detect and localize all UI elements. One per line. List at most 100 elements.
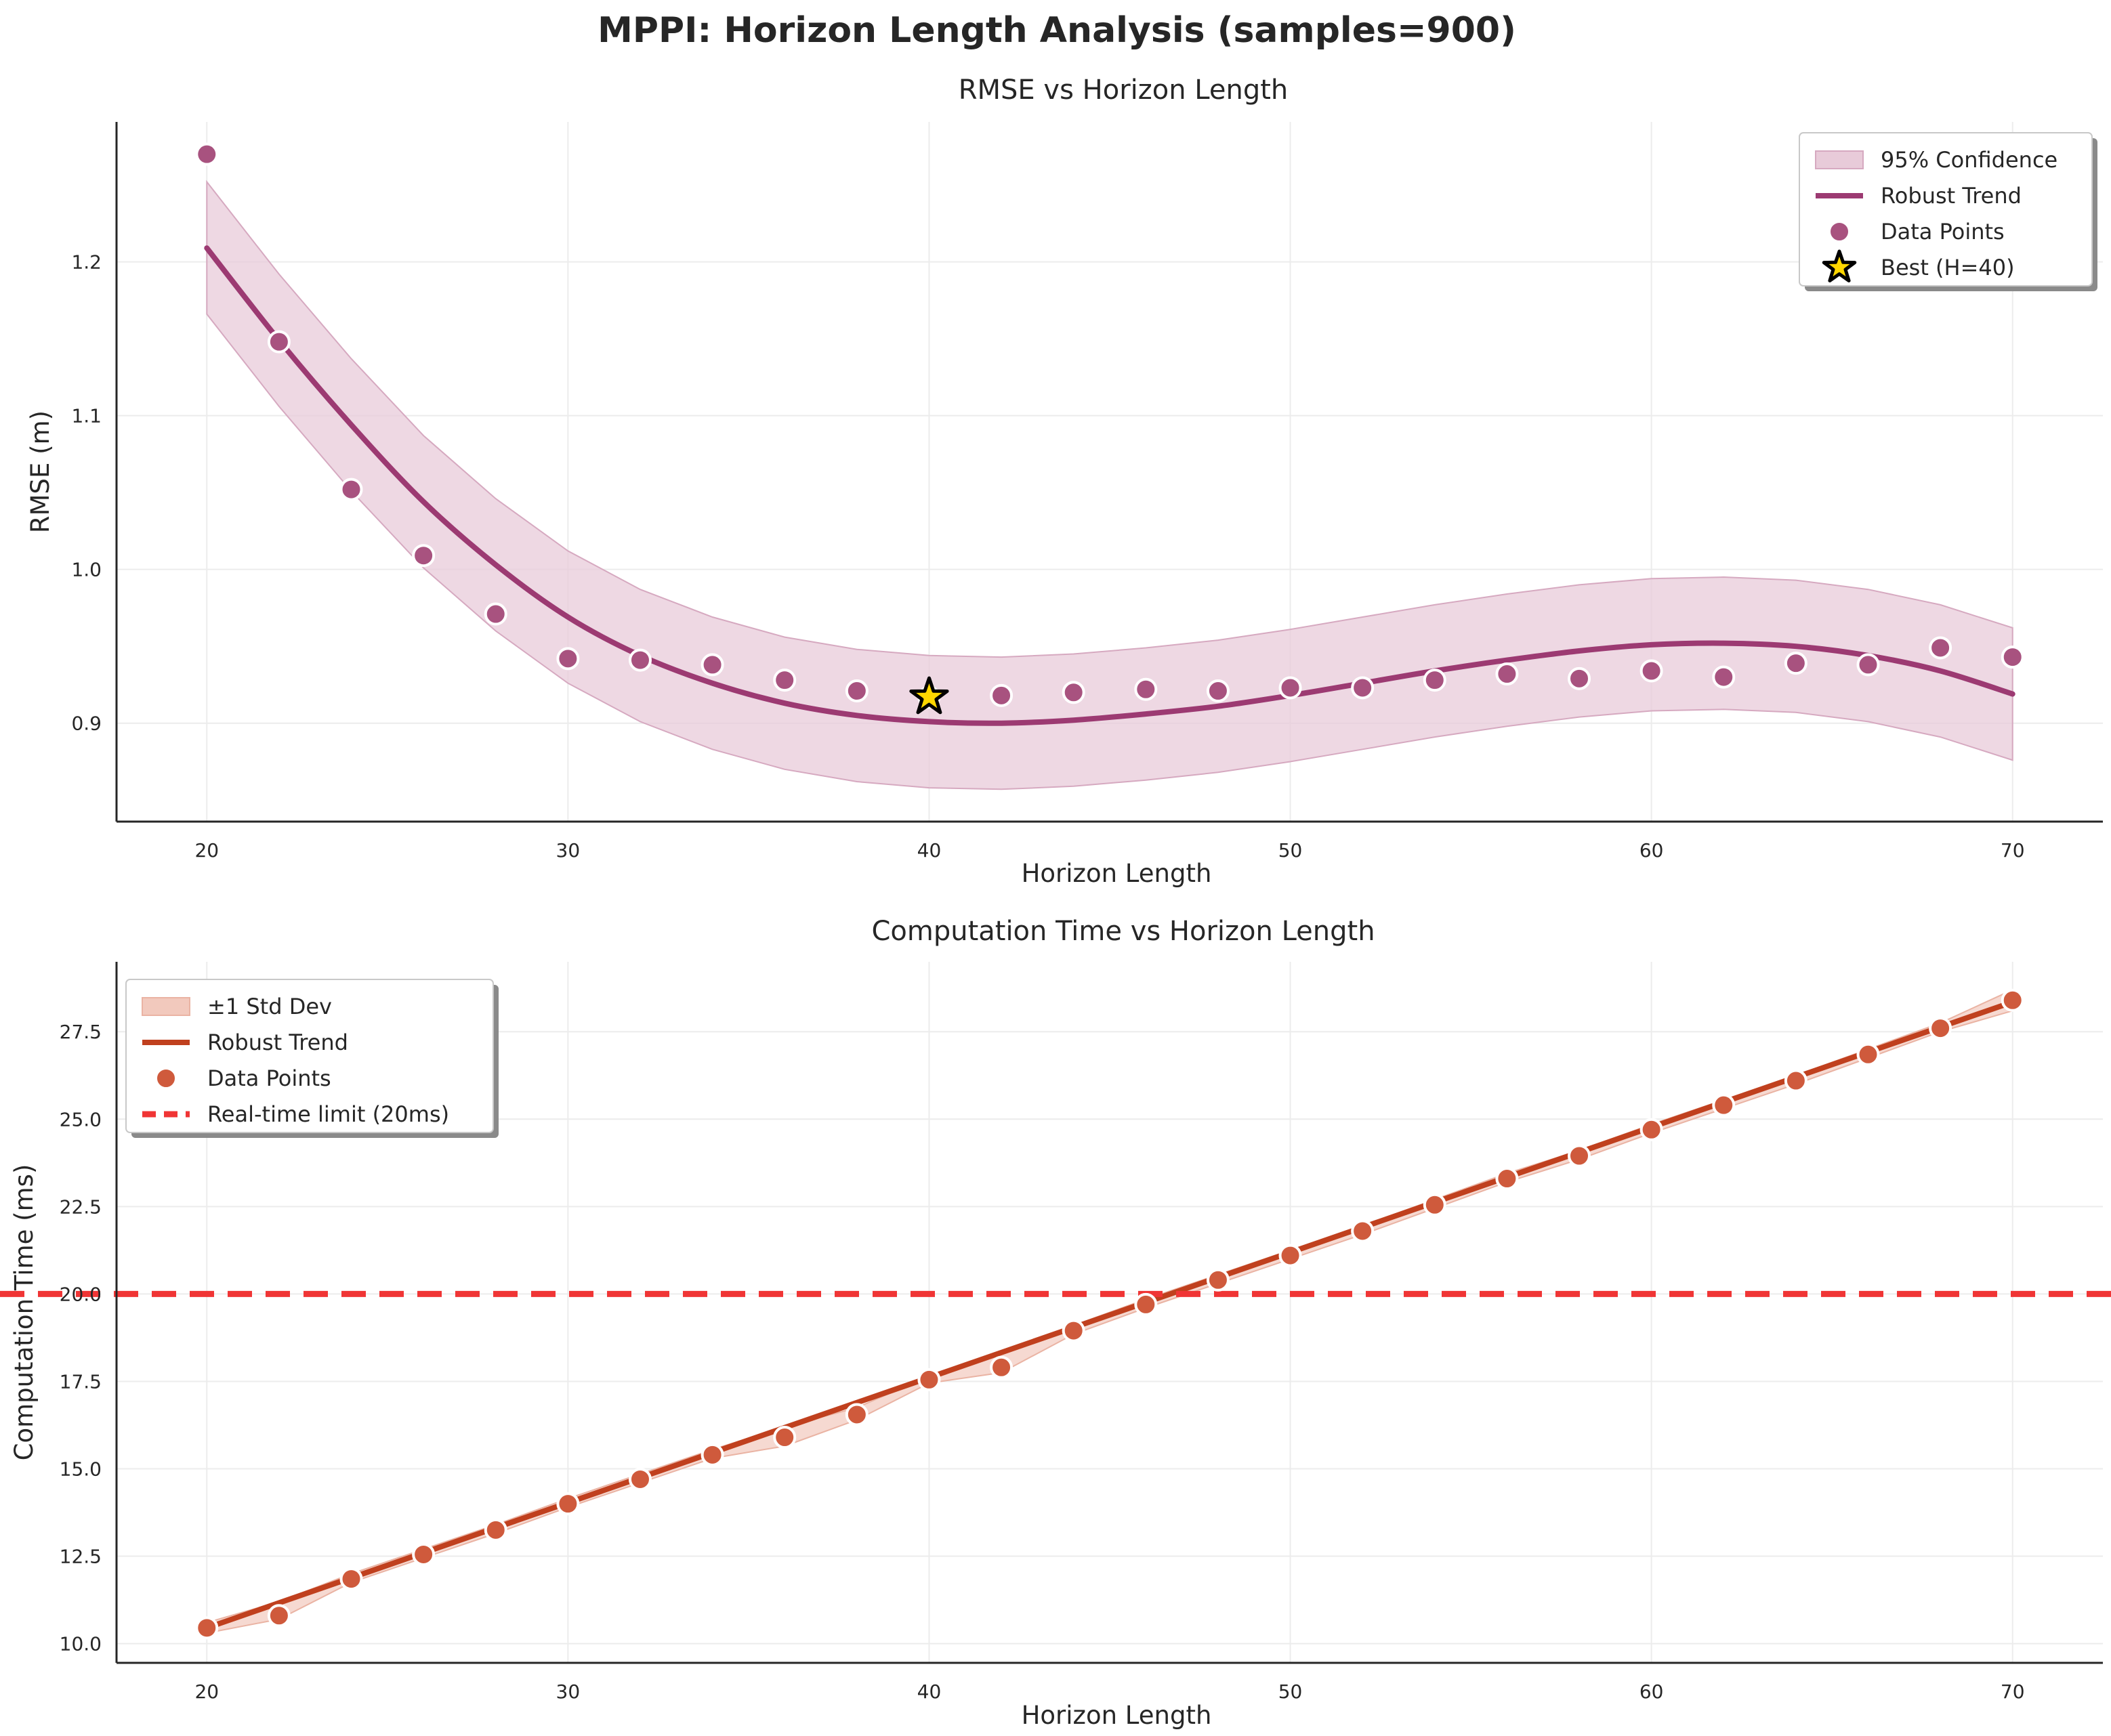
data-point <box>1134 1292 1158 1316</box>
data-point <box>195 1616 219 1640</box>
x-tick-label: 50 <box>1278 1680 1303 1703</box>
legend-swatch-point <box>1828 220 1851 243</box>
figure-title: MPPI: Horizon Length Analysis (samples=9… <box>598 10 1516 51</box>
data-point <box>1423 1193 1446 1216</box>
legend-label: Data Points <box>1881 219 2005 245</box>
data-point <box>1929 636 1952 660</box>
data-point <box>1134 677 1158 701</box>
rmse-panel: 20 30 40 50 60 70 0.9 1.0 1.1 1.2 RMSE vs Horizon … <box>26 75 2103 888</box>
data-point <box>1856 1042 1880 1066</box>
data-point <box>917 1368 941 1391</box>
x-tick-label: 20 <box>194 1680 219 1703</box>
best-marker <box>909 676 949 715</box>
legend-label: Best (H=40) <box>1881 255 2015 280</box>
x-tick-label: 60 <box>1639 839 1664 862</box>
data-point <box>1639 1118 1663 1141</box>
chart-title: Computation Time vs Horizon Length <box>871 916 1375 947</box>
data-point <box>2001 645 2024 669</box>
data-point <box>990 1355 1013 1379</box>
data-point <box>484 602 507 626</box>
data-point <box>701 1443 724 1466</box>
data-point <box>773 669 797 692</box>
trend-line <box>204 245 2015 726</box>
data-point <box>1351 1219 1375 1243</box>
data-point <box>2001 988 2024 1012</box>
y-tick-label: 12.5 <box>60 1546 102 1568</box>
data-point <box>1206 1268 1230 1292</box>
data-point <box>1495 662 1519 686</box>
y-tick-label: 27.5 <box>60 1021 102 1043</box>
time-panel: 20 30 40 50 60 70 10.0 12.5 15.0 17.5 20.0 22.5 25.0… <box>0 916 2111 1730</box>
data-point <box>267 1604 291 1628</box>
data-point <box>1278 676 1302 700</box>
data-point <box>628 648 652 672</box>
y-axis-label: Computation Time (ms) <box>9 1164 39 1461</box>
data-point <box>1929 1017 1952 1040</box>
data-point <box>412 544 436 568</box>
y-axis-label: RMSE (m) <box>26 410 55 533</box>
data-point <box>1278 1244 1302 1267</box>
data-point <box>1062 681 1085 704</box>
legend-swatch-band <box>1815 150 1864 169</box>
x-axis-label: Horizon Length <box>1022 1701 1212 1730</box>
legend-box <box>125 979 494 1133</box>
data-point <box>1568 1144 1591 1168</box>
x-tick-label: 50 <box>1278 839 1303 862</box>
data-point <box>1206 679 1230 703</box>
y-tick-label: 0.9 <box>71 713 102 735</box>
legend-swatch-band <box>142 997 190 1016</box>
data-point <box>845 679 869 703</box>
data-point <box>1712 665 1736 689</box>
data-point <box>1784 1069 1807 1093</box>
x-tick-label: 30 <box>556 839 581 862</box>
data-point <box>628 1467 652 1491</box>
data-point <box>1062 1319 1085 1342</box>
legend-box <box>1799 132 2093 287</box>
legend: 95% Confidence Robust Trend Data Points Bes… <box>1799 132 2097 291</box>
data-point <box>1423 669 1446 692</box>
y-tick-label: 1.1 <box>71 405 102 427</box>
data-point <box>1568 666 1591 690</box>
legend-label: Data Points <box>207 1065 331 1091</box>
data-point <box>267 330 291 354</box>
x-tick-label: 30 <box>556 1680 581 1703</box>
data-point <box>339 478 363 501</box>
legend-label: 95% Confidence <box>1881 147 2057 173</box>
data-point <box>1351 676 1375 700</box>
data-point <box>195 142 219 166</box>
data-point <box>412 1542 436 1566</box>
data-point <box>484 1518 507 1542</box>
x-tick-label: 40 <box>917 1680 942 1703</box>
legend-swatch-point <box>154 1067 177 1090</box>
x-tick-label: 20 <box>194 839 219 862</box>
y-tick-label: 1.0 <box>71 559 102 581</box>
y-tick-label: 1.2 <box>71 251 102 274</box>
x-tick-label: 70 <box>2001 839 2025 862</box>
legend-swatch-star <box>1822 249 1857 282</box>
data-point <box>1495 1167 1519 1191</box>
legend: ±1 Std Dev Robust Trend Data Points Real-ti… <box>125 979 499 1138</box>
legend-label: Robust Trend <box>207 1030 348 1055</box>
confidence-band <box>206 179 2013 790</box>
trend-line <box>204 999 2015 1631</box>
data-point <box>773 1426 797 1449</box>
y-tick-label: 20.0 <box>60 1283 102 1305</box>
data-point <box>990 683 1013 707</box>
x-axis-label: Horizon Length <box>1022 859 1212 888</box>
data-point <box>556 1492 580 1516</box>
data-point <box>701 653 724 677</box>
x-tick-label: 60 <box>1639 1680 1664 1703</box>
y-tick-label: 22.5 <box>60 1195 102 1218</box>
data-point <box>1712 1093 1736 1117</box>
data-point <box>1639 659 1663 683</box>
data-point <box>339 1567 363 1591</box>
data-point <box>845 1403 869 1426</box>
chart-title: RMSE vs Horizon Length <box>959 75 1289 106</box>
y-tick-label: 15.0 <box>60 1458 102 1481</box>
x-tick-label: 70 <box>2001 1680 2025 1703</box>
y-tick-label: 10.0 <box>60 1633 102 1655</box>
y-tick-label: 17.5 <box>60 1370 102 1393</box>
legend-label: Real-time limit (20ms) <box>207 1101 449 1127</box>
